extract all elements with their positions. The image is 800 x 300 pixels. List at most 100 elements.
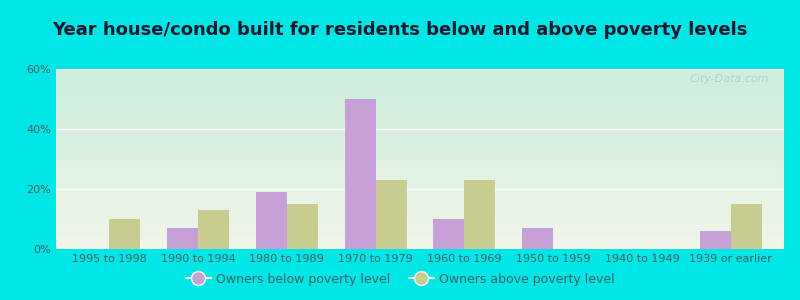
- Bar: [56, 186, 784, 188]
- Bar: [56, 83, 784, 85]
- Bar: [56, 191, 784, 193]
- Bar: [56, 220, 784, 222]
- Bar: [56, 163, 784, 164]
- Bar: [56, 164, 784, 166]
- Legend: Owners below poverty level, Owners above poverty level: Owners below poverty level, Owners above…: [181, 268, 619, 291]
- Bar: [56, 150, 784, 152]
- Bar: [167, 228, 198, 249]
- Bar: [56, 199, 784, 200]
- Bar: [56, 161, 784, 163]
- Bar: [56, 94, 784, 96]
- Bar: [56, 80, 784, 82]
- Bar: [56, 157, 784, 159]
- Bar: [56, 227, 784, 229]
- Bar: [56, 240, 784, 242]
- Bar: [56, 119, 784, 121]
- Bar: [56, 121, 784, 123]
- Bar: [56, 101, 784, 103]
- Bar: [56, 100, 784, 101]
- Bar: [56, 181, 784, 182]
- Bar: [287, 204, 318, 249]
- Bar: [56, 209, 784, 211]
- Bar: [56, 85, 784, 87]
- Bar: [56, 206, 784, 208]
- Bar: [56, 146, 784, 148]
- Bar: [56, 195, 784, 197]
- Text: City-Data.com: City-Data.com: [690, 74, 770, 84]
- Bar: [56, 213, 784, 215]
- Bar: [56, 89, 784, 91]
- Bar: [56, 215, 784, 217]
- Bar: [56, 107, 784, 109]
- Bar: [56, 182, 784, 184]
- Bar: [56, 168, 784, 170]
- Bar: [56, 103, 784, 105]
- Bar: [56, 166, 784, 168]
- Bar: [56, 87, 784, 89]
- Bar: [56, 177, 784, 179]
- Bar: [56, 170, 784, 172]
- Bar: [56, 217, 784, 218]
- Bar: [56, 105, 784, 107]
- Bar: [56, 233, 784, 235]
- Bar: [56, 74, 784, 76]
- Bar: [56, 109, 784, 110]
- Bar: [56, 132, 784, 134]
- Bar: [56, 238, 784, 240]
- Bar: [56, 218, 784, 220]
- Bar: [56, 242, 784, 244]
- Bar: [256, 192, 287, 249]
- Bar: [434, 219, 464, 249]
- Bar: [56, 211, 784, 213]
- Bar: [56, 112, 784, 114]
- Bar: [56, 197, 784, 199]
- Bar: [56, 204, 784, 206]
- Bar: [56, 123, 784, 125]
- Bar: [56, 184, 784, 186]
- Bar: [198, 210, 229, 249]
- Bar: [56, 148, 784, 150]
- Bar: [56, 159, 784, 161]
- Bar: [56, 145, 784, 146]
- Bar: [56, 73, 784, 74]
- Bar: [56, 179, 784, 181]
- Bar: [56, 127, 784, 128]
- Bar: [56, 190, 784, 191]
- Bar: [56, 141, 784, 143]
- Bar: [56, 202, 784, 204]
- Bar: [56, 143, 784, 145]
- Bar: [345, 99, 376, 249]
- Bar: [56, 222, 784, 224]
- Bar: [56, 139, 784, 141]
- Bar: [56, 92, 784, 94]
- Bar: [56, 188, 784, 190]
- Bar: [56, 235, 784, 236]
- Bar: [56, 231, 784, 233]
- Bar: [56, 125, 784, 127]
- Bar: [56, 116, 784, 118]
- Bar: [56, 175, 784, 177]
- Bar: [56, 69, 784, 71]
- Bar: [56, 136, 784, 137]
- Bar: [56, 224, 784, 226]
- Bar: [522, 228, 553, 249]
- Bar: [56, 229, 784, 231]
- Bar: [56, 193, 784, 195]
- Bar: [56, 172, 784, 173]
- Bar: [56, 76, 784, 78]
- Bar: [56, 71, 784, 73]
- Bar: [56, 208, 784, 209]
- Bar: [56, 244, 784, 245]
- Bar: [56, 247, 784, 249]
- Bar: [464, 180, 495, 249]
- Bar: [56, 200, 784, 202]
- Bar: [56, 118, 784, 119]
- Bar: [56, 98, 784, 100]
- Bar: [56, 236, 784, 238]
- Bar: [56, 152, 784, 154]
- Bar: [56, 226, 784, 227]
- Bar: [56, 245, 784, 247]
- Bar: [56, 154, 784, 155]
- Bar: [56, 155, 784, 157]
- Bar: [56, 82, 784, 83]
